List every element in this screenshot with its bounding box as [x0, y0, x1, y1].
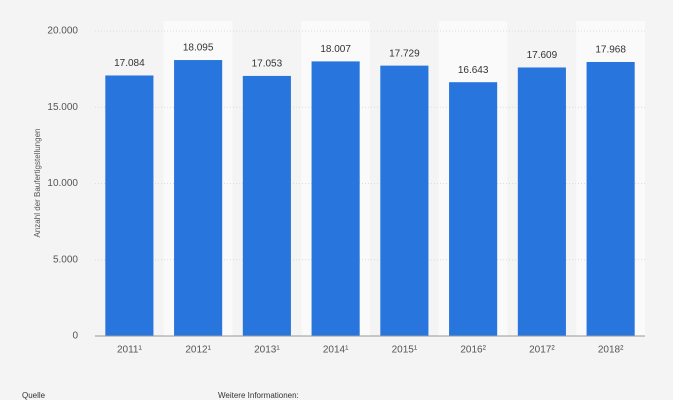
value-label: 17.729: [389, 48, 420, 59]
y-tick-label: 0: [72, 331, 78, 342]
y-axis-label: Anzahl der Baufertigstellungen: [33, 129, 42, 238]
x-tick-label: 2015¹: [392, 345, 418, 356]
y-tick-label: 10.000: [47, 178, 78, 189]
x-tick-label: 2013¹: [254, 345, 280, 356]
source-label: Quelle: [22, 391, 46, 400]
value-label: 18.095: [183, 43, 214, 54]
x-tick-label: 2016²: [460, 345, 486, 356]
value-label: 17.609: [527, 50, 558, 61]
value-label: 17.053: [252, 59, 283, 70]
x-tick-label: 2012¹: [185, 345, 211, 356]
bar: [517, 67, 566, 336]
y-tick-label: 20.000: [47, 26, 78, 37]
value-label: 16.643: [458, 65, 489, 76]
bar: [105, 75, 154, 337]
x-tick-label: 2014¹: [323, 345, 349, 356]
bar: [311, 61, 360, 336]
x-tick-label: 2018²: [598, 345, 624, 356]
x-tick-label: 2011¹: [117, 345, 143, 356]
x-tick-label: 2017²: [529, 345, 555, 356]
value-label: 17.084: [114, 58, 145, 69]
bar: [242, 75, 291, 337]
y-tick-label: 15.000: [47, 102, 78, 113]
value-label: 17.968: [595, 45, 626, 56]
bar: [174, 60, 223, 337]
more-info-label: Weitere Informationen:: [218, 391, 299, 400]
y-tick-label: 5.000: [53, 254, 78, 265]
bar: [380, 65, 429, 336]
value-label: 18.007: [320, 44, 351, 55]
bar: [449, 82, 498, 337]
bar: [586, 61, 635, 336]
